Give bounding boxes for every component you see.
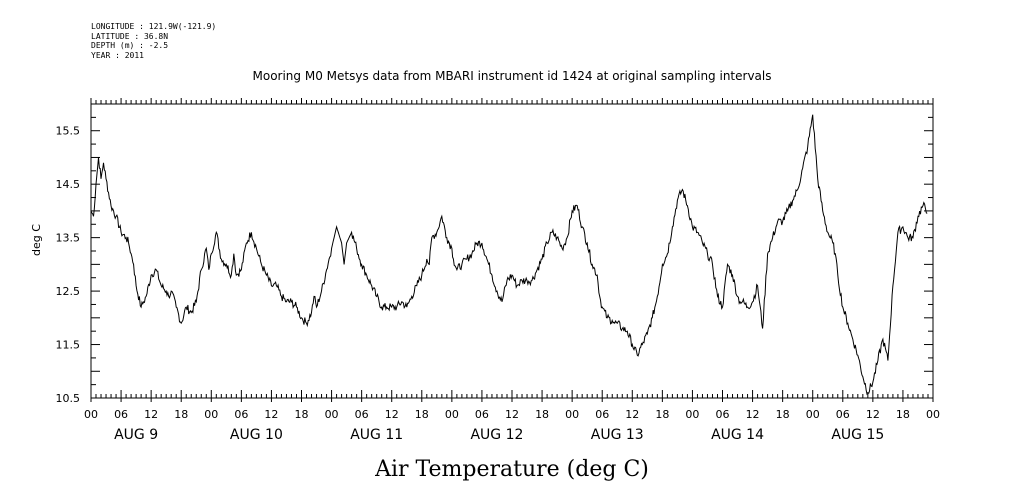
- x-tick-label: 18: [535, 408, 549, 421]
- x-tick-label: 12: [385, 408, 399, 421]
- x-tick-label: 18: [295, 408, 309, 421]
- x-day-label: AUG 14: [711, 427, 764, 443]
- chart-title: Mooring M0 Metsys data from MBARI instru…: [253, 69, 772, 83]
- x-tick-label: 06: [234, 408, 248, 421]
- y-tick-label: 10.5: [56, 392, 81, 405]
- x-day-label: AUG 9: [114, 427, 158, 443]
- y-tick-label: 14.5: [56, 178, 81, 191]
- x-day-labels: AUG 9 AUG 10 AUG 11 AUG 12 AUG 13 AUG 14 AUG 1…: [114, 427, 884, 443]
- x-tick-label: 00: [445, 408, 459, 421]
- air-temperature-series-line: [90, 114, 928, 396]
- x-tick-label: 18: [415, 408, 429, 421]
- x-tick-label: 00: [685, 408, 699, 421]
- x-day-label: AUG 13: [591, 427, 644, 443]
- x-tick-label: 06: [475, 408, 489, 421]
- longitude-text: LONGITUDE : 121.9W(-121.9): [91, 22, 217, 31]
- station-metadata: LONGITUDE : 121.9W(-121.9) LATITUDE : 36…: [91, 22, 216, 60]
- x-tick-label: 12: [144, 408, 158, 421]
- x-tick-label: 00: [806, 408, 820, 421]
- x-tick-label: 12: [505, 408, 519, 421]
- x-tick-label: 06: [355, 408, 369, 421]
- x-tick-label: 18: [174, 408, 188, 421]
- x-tick-label: 06: [716, 408, 730, 421]
- x-day-label: AUG 12: [470, 427, 523, 443]
- x-day-label: AUG 15: [831, 427, 884, 443]
- x-tick-label: 00: [204, 408, 218, 421]
- x-tick-label: 06: [836, 408, 850, 421]
- x-axis-label: Air Temperature (deg C): [374, 457, 649, 482]
- y-tick-label: 15.5: [56, 125, 81, 138]
- latitude-text: LATITUDE : 36.8N: [91, 31, 169, 41]
- plot-frame: [90, 103, 934, 399]
- x-tick-label: 12: [866, 408, 880, 421]
- y-tick-label: 11.5: [56, 339, 81, 352]
- x-tick-label: 18: [896, 408, 910, 421]
- x-tick-label: 18: [655, 408, 669, 421]
- x-tick-label: 00: [565, 408, 579, 421]
- x-day-label: AUG 11: [350, 427, 403, 443]
- axis-ticks: [90, 98, 934, 402]
- x-tick-label: 12: [746, 408, 760, 421]
- x-tick-label: 00: [84, 408, 98, 421]
- y-tick-labels: 10.5 11.5 12.5 13.5 14.5 15.5: [56, 125, 81, 405]
- x-tick-label: 12: [625, 408, 639, 421]
- x-tick-label: 00: [926, 408, 940, 421]
- x-day-label: AUG 10: [230, 427, 283, 443]
- y-tick-label: 12.5: [56, 285, 81, 298]
- x-tick-label: 06: [595, 408, 609, 421]
- year-text: YEAR : 2011: [91, 50, 144, 60]
- x-tick-label: 06: [114, 408, 128, 421]
- x-tick-label: 18: [776, 408, 790, 421]
- x-tick-label: 12: [264, 408, 278, 421]
- x-tick-labels: 00 06 12 18 00 06 12 18 00 06 12 18 00 06 12 18 00 06 12 18…: [84, 408, 940, 421]
- x-tick-label: 00: [325, 408, 339, 421]
- depth-text: DEPTH (m) : -2.5: [91, 41, 169, 50]
- y-tick-label: 13.5: [56, 232, 81, 245]
- y-axis-label: deg C: [30, 224, 43, 256]
